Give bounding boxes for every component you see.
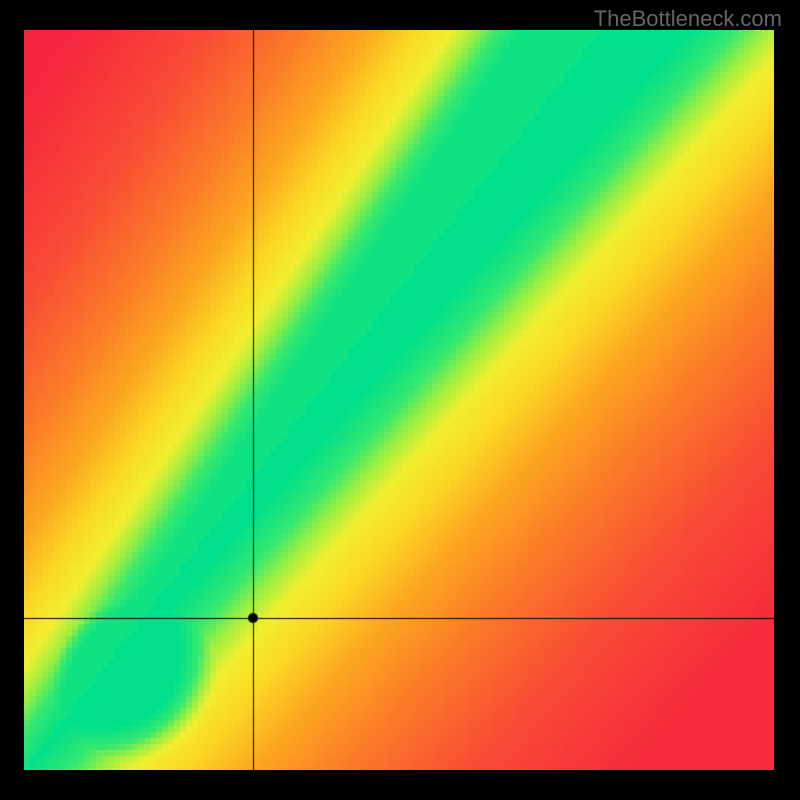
chart-container: TheBottleneck.com [0,0,800,800]
heatmap-plot [24,30,774,770]
watermark-label: TheBottleneck.com [594,6,782,32]
heatmap-canvas [24,30,774,770]
